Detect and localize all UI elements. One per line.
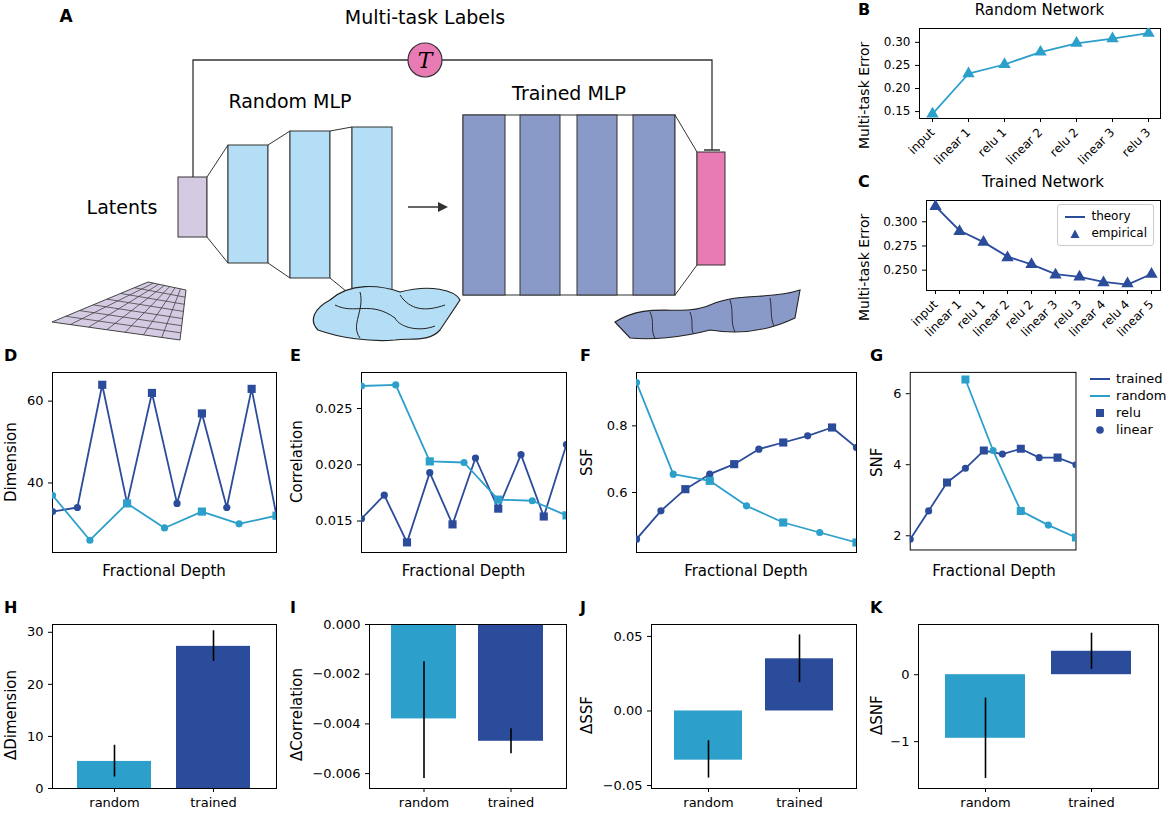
svg-text:trained: trained — [1068, 795, 1115, 810]
svg-text:−0.05: −0.05 — [603, 778, 643, 793]
html-text:ΔSSF: ΔSSF — [578, 696, 596, 734]
svg-text:0.15: 0.15 — [884, 104, 911, 118]
svg-text:relu 3: relu 3 — [1119, 125, 1153, 159]
svg-text:0.000: 0.000 — [323, 617, 360, 632]
html-text:I: I — [290, 598, 296, 617]
html-text:B: B — [858, 0, 871, 19]
html-text:random: random — [1116, 388, 1167, 403]
html-text:theory: theory — [1091, 209, 1131, 223]
html-text:SNF: SNF — [868, 447, 886, 477]
html-text:SSF: SSF — [578, 448, 596, 476]
svg-text:−0.002: −0.002 — [312, 666, 360, 681]
html-text:H: H — [4, 598, 18, 617]
svg-text:0.8: 0.8 — [607, 418, 628, 433]
svg-text:T: T — [418, 48, 435, 73]
html-text:G: G — [870, 346, 884, 365]
svg-text:random: random — [960, 795, 1010, 810]
svg-text:0.00: 0.00 — [614, 703, 643, 718]
svg-text:30: 30 — [27, 624, 44, 639]
html-text:relu: relu — [1116, 405, 1141, 420]
html-text:ΔDimension: ΔDimension — [2, 670, 20, 760]
svg-text:4: 4 — [893, 457, 901, 472]
svg-text:Multi-task Labels: Multi-task Labels — [345, 6, 506, 28]
html-text:Multi-task Error: Multi-task Error — [856, 213, 872, 321]
html-text:F: F — [580, 346, 591, 365]
svg-text:trained: trained — [488, 795, 535, 810]
svg-text:linear 3: linear 3 — [1075, 125, 1117, 167]
svg-text:Latents: Latents — [87, 196, 158, 218]
html-text:E: E — [290, 346, 301, 365]
svg-text:40: 40 — [27, 475, 44, 490]
html-text:K: K — [870, 598, 883, 617]
svg-text:Random MLP: Random MLP — [228, 90, 351, 112]
svg-text:0.30: 0.30 — [884, 35, 911, 49]
html-text:J: J — [580, 598, 586, 617]
svg-text:linear 4: linear 4 — [1066, 297, 1109, 340]
svg-text:input: input — [908, 297, 941, 329]
svg-text:trained: trained — [776, 795, 823, 810]
html-text:C: C — [858, 172, 870, 191]
html-text:Trained Network: Trained Network — [981, 173, 1105, 191]
svg-text:0.020: 0.020 — [315, 457, 352, 472]
svg-text:relu 2: relu 2 — [1047, 125, 1081, 159]
svg-text:linear 1: linear 1 — [931, 125, 973, 167]
svg-text:linear 5: linear 5 — [1114, 297, 1156, 339]
svg-text:0.05: 0.05 — [614, 629, 643, 644]
svg-text:0: 0 — [35, 781, 43, 796]
svg-text:trained: trained — [190, 795, 237, 810]
svg-text:0.6: 0.6 — [607, 485, 628, 500]
html-text:empirical: empirical — [1091, 226, 1147, 240]
svg-text:60: 60 — [27, 393, 44, 408]
svg-text:Trained MLP: Trained MLP — [511, 82, 626, 104]
svg-text:0.275: 0.275 — [883, 239, 917, 253]
html-text:Fractional Depth: Fractional Depth — [932, 562, 1056, 580]
html-text:trained: trained — [1116, 371, 1163, 386]
html-text:Correlation: Correlation — [288, 420, 306, 504]
html-text:D: D — [4, 346, 18, 365]
svg-text:relu 1: relu 1 — [975, 125, 1009, 159]
svg-text:linear 1: linear 1 — [922, 297, 965, 340]
html-text:Random Network: Random Network — [974, 1, 1105, 19]
svg-text:relu 1: relu 1 — [954, 297, 989, 332]
svg-text:0.25: 0.25 — [884, 58, 911, 72]
svg-text:0.015: 0.015 — [315, 513, 352, 528]
svg-text:random: random — [399, 795, 449, 810]
svg-text:2: 2 — [893, 528, 901, 543]
svg-text:linear 2: linear 2 — [970, 297, 1013, 340]
svg-text:0.20: 0.20 — [884, 81, 911, 95]
svg-text:0: 0 — [901, 667, 909, 682]
svg-text:10: 10 — [27, 729, 44, 744]
svg-text:random: random — [89, 795, 139, 810]
svg-text:−1: −1 — [890, 734, 909, 749]
svg-text:linear 3: linear 3 — [1018, 297, 1061, 340]
html-text:Fractional Depth: Fractional Depth — [684, 562, 808, 580]
html-text:ΔCorrelation: ΔCorrelation — [288, 668, 306, 762]
svg-text:−0.006: −0.006 — [312, 766, 360, 781]
html-text:ΔSNF: ΔSNF — [868, 695, 886, 735]
svg-text:−0.004: −0.004 — [312, 716, 360, 731]
html-text:Dimension: Dimension — [2, 422, 20, 502]
svg-text:20: 20 — [27, 677, 44, 692]
svg-text:A: A — [59, 6, 73, 26]
svg-text:input: input — [906, 125, 938, 157]
svg-text:0.250: 0.250 — [883, 263, 917, 277]
svg-text:6: 6 — [893, 386, 901, 401]
svg-text:0.300: 0.300 — [883, 215, 917, 229]
html-text:Multi-task Error: Multi-task Error — [856, 41, 872, 149]
svg-text:relu 2: relu 2 — [1002, 297, 1037, 332]
svg-text:linear 2: linear 2 — [1003, 125, 1045, 167]
svg-text:random: random — [683, 795, 733, 810]
html-text:Fractional Depth: Fractional Depth — [401, 562, 526, 580]
svg-text:relu 4: relu 4 — [1098, 297, 1133, 332]
html-text:linear: linear — [1116, 422, 1153, 437]
svg-text:relu 3: relu 3 — [1050, 297, 1085, 332]
html-text:Fractional Depth: Fractional Depth — [102, 562, 226, 580]
svg-text:0.025: 0.025 — [315, 401, 352, 416]
